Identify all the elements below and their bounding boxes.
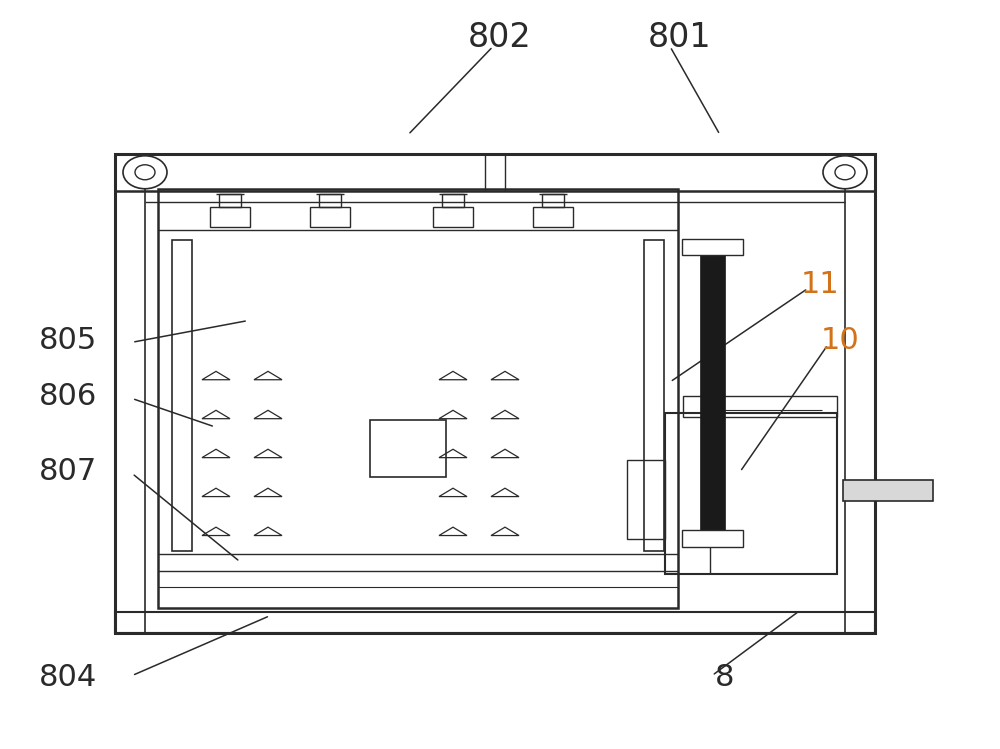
Bar — [665, 413, 837, 574]
Bar — [219, 194, 241, 207]
Bar — [644, 240, 664, 551]
Bar — [370, 420, 446, 477]
Text: 10: 10 — [821, 327, 859, 355]
Circle shape — [823, 156, 867, 189]
Bar — [682, 530, 743, 547]
Bar — [683, 396, 837, 417]
Text: 801: 801 — [648, 21, 712, 54]
Bar — [310, 207, 350, 227]
Circle shape — [123, 156, 167, 189]
Bar — [843, 480, 933, 501]
Bar — [115, 612, 875, 633]
Bar — [115, 154, 875, 191]
Bar — [700, 245, 725, 541]
Bar — [627, 460, 665, 539]
Bar — [158, 189, 678, 608]
Bar — [433, 207, 473, 227]
Text: 804: 804 — [39, 664, 97, 692]
Bar — [442, 194, 464, 207]
Bar — [172, 240, 192, 551]
Text: 807: 807 — [39, 458, 97, 486]
Bar — [115, 154, 875, 633]
Text: 802: 802 — [468, 21, 532, 54]
Text: 805: 805 — [39, 327, 97, 355]
Bar — [845, 154, 875, 633]
Bar — [210, 207, 250, 227]
Bar — [682, 239, 743, 255]
Text: 8: 8 — [715, 664, 735, 692]
Bar — [319, 194, 341, 207]
Text: 11: 11 — [801, 270, 839, 299]
Text: 806: 806 — [39, 383, 97, 411]
Bar — [542, 194, 564, 207]
Bar — [115, 154, 145, 633]
Bar — [533, 207, 573, 227]
